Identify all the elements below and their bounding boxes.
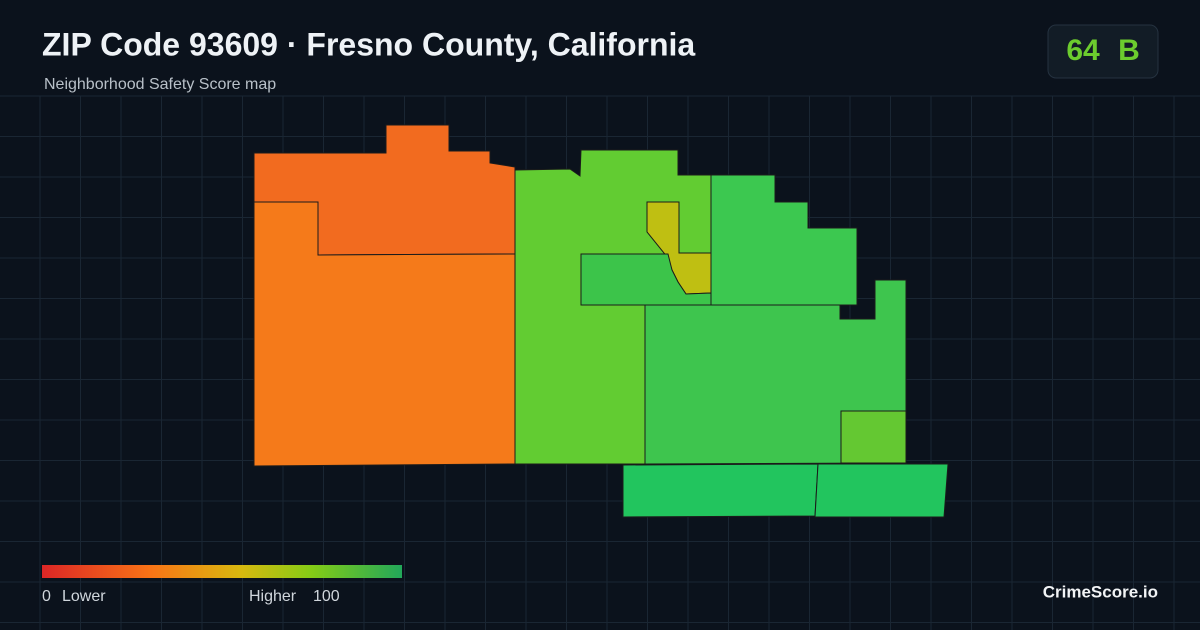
map bbox=[253, 124, 949, 518]
score: 64 bbox=[1066, 34, 1100, 67]
legend-min: 0 bbox=[42, 588, 51, 605]
legend-max: 100 bbox=[313, 588, 340, 605]
score-badge bbox=[1047, 24, 1159, 79]
legend-bar bbox=[42, 565, 402, 578]
region bbox=[580, 253, 712, 306]
region bbox=[840, 410, 907, 464]
title: ZIP Code 93609 · Fresno County, Californ… bbox=[42, 26, 695, 62]
brand: CrimeScore.io bbox=[1043, 582, 1158, 601]
legend-min-label: Lower bbox=[62, 588, 106, 605]
grade: B bbox=[1118, 34, 1140, 67]
region bbox=[814, 463, 949, 518]
subtitle: Neighborhood Safety Score map bbox=[44, 76, 276, 93]
legend-max-label: Higher bbox=[249, 588, 297, 605]
region bbox=[622, 463, 819, 518]
